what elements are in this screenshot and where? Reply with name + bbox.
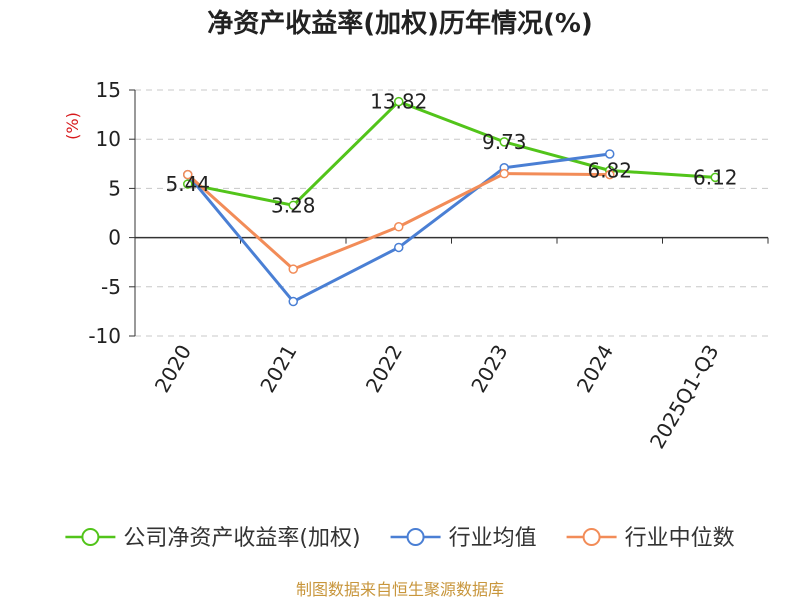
data-labels: 5.44 3.28 13.82 9.73 6.82 6.12 (165, 90, 737, 218)
y-tick-label: 0 (108, 226, 121, 250)
data-point[interactable] (394, 96, 404, 107)
data-point[interactable] (605, 169, 615, 180)
series-layer (183, 96, 720, 307)
data-point[interactable] (394, 242, 404, 253)
x-tick-label: 2024 (572, 341, 618, 397)
legend-label: 行业均值 (449, 526, 537, 551)
data-label: 9.73 (482, 130, 527, 154)
data-point[interactable] (499, 168, 509, 179)
data-label: 6.82 (587, 158, 632, 182)
legend[interactable]: 公司净资产收益率(加权) 行业均值 行业中位数 (65, 526, 735, 551)
x-tick-label: 2020 (150, 341, 196, 397)
data-point[interactable] (394, 222, 404, 232)
data-point[interactable] (288, 200, 298, 211)
y-tick-label: 5 (108, 176, 121, 200)
axes: 15 10 5 0 -5 -10 2020 2021 2022 2023 2024 2025Q1-Q3 (88, 78, 769, 453)
legend-circle-symbol (582, 528, 601, 546)
data-point[interactable] (288, 296, 298, 307)
y-tick-label: 10 (96, 127, 121, 151)
data-point[interactable] (499, 137, 509, 147)
x-tick-label: 2021 (255, 341, 301, 397)
data-label: 3.28 (271, 193, 316, 217)
data-label: 13.82 (370, 90, 427, 114)
data-label: 6.12 (693, 165, 738, 189)
y-tick-label: 15 (96, 78, 121, 102)
data-point[interactable] (710, 172, 720, 183)
data-point[interactable] (183, 179, 193, 189)
y-tick-label: -10 (88, 324, 121, 348)
legend-label: 公司净资产收益率(加权) (123, 526, 360, 551)
x-tick-label: 2022 (361, 341, 407, 397)
x-tick-label: 2023 (466, 341, 512, 397)
chart-title: 净资产收益率(加权)历年情况(%) (207, 8, 593, 39)
legend-item[interactable]: 公司净资产收益率(加权) (65, 526, 361, 551)
legend-item[interactable]: 行业均值 (390, 526, 537, 551)
data-point[interactable] (288, 264, 298, 274)
legend-item[interactable]: 行业中位数 (566, 526, 735, 551)
y-tick-label: -5 (101, 275, 121, 299)
data-label: 5.44 (165, 172, 210, 196)
data-point[interactable] (605, 149, 615, 159)
legend-label: 行业中位数 (625, 526, 735, 551)
x-tick-label: 2025Q1-Q3 (645, 341, 724, 453)
legend-circle-symbol (81, 528, 100, 546)
data-point[interactable] (183, 169, 193, 180)
series-line (187, 100, 716, 207)
legend-circle-symbol (406, 528, 425, 546)
source-note: 制图数据来自恒生聚源数据库 (296, 580, 504, 599)
y-axis-label: (%) (63, 112, 82, 140)
